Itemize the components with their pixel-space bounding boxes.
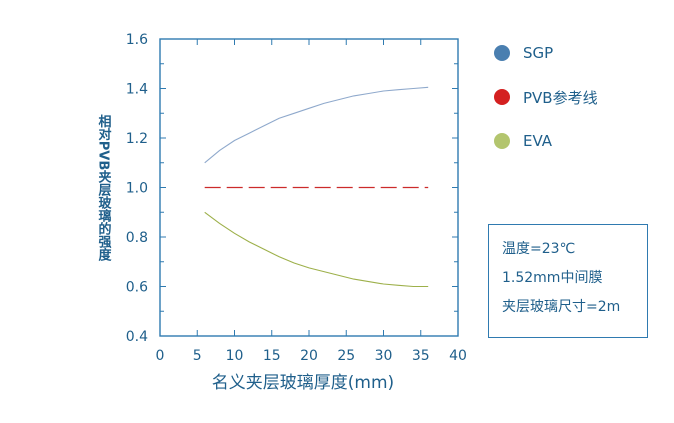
legend-marker-sgp [494,45,510,61]
y-tick-label: 1.2 [126,131,148,147]
y-tick-label: 1.4 [126,82,148,98]
y-tick-label: 0.6 [126,280,148,296]
x-axis-label: 名义夹层玻璃厚度(mm) [212,373,394,393]
x-tick-label: 15 [263,348,281,364]
y-axis-label: 相对PVB夹层玻璃的强度 [96,114,112,262]
note-temperature: 温度=23℃ [502,241,576,257]
legend-item-sgp: SGP [494,42,598,64]
legend: SGP PVB参考线 EVA [494,42,598,174]
x-tick-label: 40 [449,348,467,364]
x-tick-label: 5 [193,348,202,364]
note-glass-size: 夹层玻璃尺寸=2m [502,299,621,315]
legend-marker-eva [494,133,510,149]
legend-item-eva: EVA [494,130,598,152]
legend-label-sgp: SGP [523,44,554,62]
legend-item-pvb: PVB参考线 [494,86,598,108]
legend-marker-pvb [494,89,510,105]
y-tick-label: 1.6 [126,32,148,48]
conditions-box: 温度=23℃ 1.52mm中间膜 夹层玻璃尺寸=2m [488,224,648,338]
x-tick-label: 0 [156,348,165,364]
x-tick-label: 20 [300,348,318,364]
y-tick-label: 0.4 [126,329,148,345]
legend-label-eva: EVA [523,132,553,150]
series-line-sgp [204,86,429,164]
x-tick-label: 10 [226,348,244,364]
x-tick-label: 30 [375,348,393,364]
y-tick-label: 1.0 [126,181,148,197]
x-tick-label: 35 [412,348,430,364]
note-interlayer: 1.52mm中间膜 [502,270,603,286]
y-tick-label: 0.8 [126,230,148,246]
legend-label-pvb: PVB参考线 [523,88,598,107]
x-tick-label: 25 [337,348,355,364]
series-line-eva [204,211,429,288]
